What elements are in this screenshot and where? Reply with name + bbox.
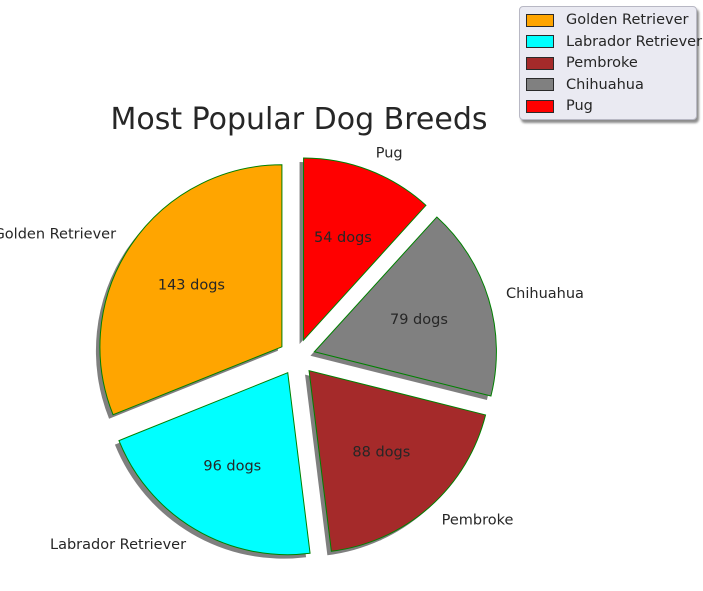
slice-value-labrador-retriever: 96 dogs: [203, 459, 261, 475]
slice-pug: [303, 157, 427, 342]
legend-item-pembroke: Pembroke: [526, 53, 638, 73]
legend: Golden Retriever Labrador Retriever Pembro…: [519, 6, 702, 120]
slice-value-pembroke: 88 dogs: [352, 444, 410, 460]
slice-chihuahua: [313, 216, 497, 397]
legend-swatch: [526, 78, 554, 91]
legend-label: Chihuahua: [566, 76, 644, 93]
legend-label: Golden Retriever: [566, 12, 689, 28]
legend-swatch: [526, 56, 554, 70]
slice-value-pug: 54 dogs: [314, 230, 372, 246]
legend-label: Pembroke: [566, 55, 638, 71]
pie-slices: [99, 157, 497, 556]
legend-item-labrador-retriever: Labrador Retriever: [526, 32, 702, 52]
slice-label-chihuahua: Chihuahua: [506, 286, 584, 302]
slice-label-labrador-retriever: Labrador Retriever: [50, 537, 186, 553]
legend-item-pug: Pug: [526, 96, 593, 116]
legend-swatch: [526, 99, 554, 113]
slice-pembroke: [308, 369, 487, 552]
slice-golden-retriever: [99, 164, 283, 416]
slice-label-pembroke: Pembroke: [442, 513, 514, 529]
legend-label: Labrador Retriever: [566, 33, 703, 50]
legend-item-golden-retriever: Golden Retriever: [526, 10, 688, 30]
legend-label: Pug: [566, 98, 593, 114]
slice-label-golden-retriever: Golden Retriever: [0, 227, 116, 243]
legend-item-chihuahua: Chihuahua: [526, 75, 644, 95]
legend-swatch: [526, 35, 554, 48]
slice-labels: Golden Retriever 143 dogs Labrador Retriev…: [0, 145, 584, 553]
legend-swatch: [526, 13, 554, 27]
slice-labrador-retriever: [118, 371, 311, 556]
chart-title: Most Popular Dog Breeds: [110, 102, 487, 137]
slice-value-chihuahua: 79 dogs: [390, 312, 448, 328]
slice-value-golden-retriever: 143 dogs: [158, 278, 225, 294]
slice-label-pug: Pug: [376, 145, 403, 161]
